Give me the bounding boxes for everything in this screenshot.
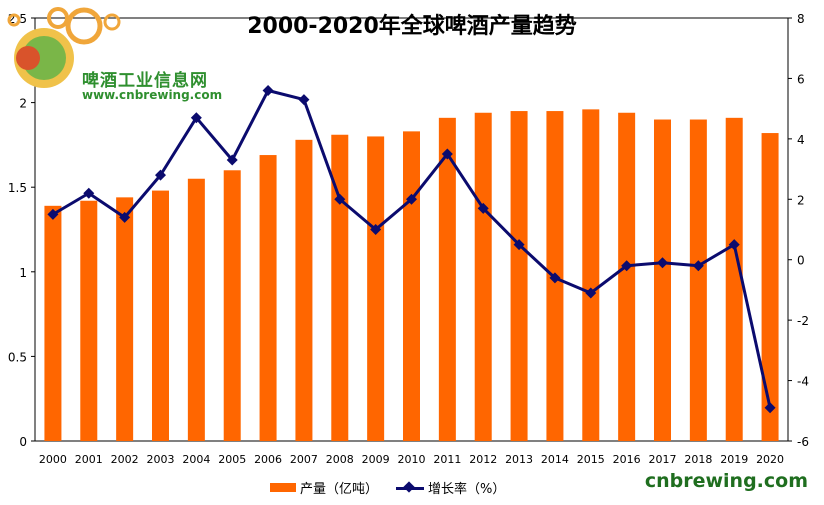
y-left-tick-label: 1.5 [8,181,27,195]
chart-title: 2000-2020年全球啤酒产量趋势 [247,14,577,39]
x-tick-label: 2009 [362,453,390,466]
growth-point-2013 [513,239,525,251]
growth-point-2017 [657,257,668,269]
bar-2019 [725,117,743,441]
bar-2006 [259,155,277,441]
bar-2009 [367,136,385,441]
logo-ring-small-icon [47,7,69,29]
growth-point-2000 [47,208,59,220]
logo-name: 啤酒工业信息网 [82,71,208,91]
x-tick-label: 2013 [505,453,533,466]
x-tick-label: 2011 [433,453,461,466]
x-tick-label: 2015 [577,453,605,466]
growth-point-2006 [262,85,274,97]
bar-2016 [618,112,636,441]
legend-bar-swatch [270,483,296,492]
x-tick-label: 2019 [720,453,748,466]
y-right-tick-label: 4 [797,133,805,147]
growth-point-2015 [585,287,597,299]
y-left-tick-label: 0 [19,435,27,449]
bar-2020 [761,133,779,441]
bar-2018 [689,119,707,442]
chart-legend: 产量（亿吨） 增长率（%） [270,478,505,497]
brand-logo: 啤酒工业信息网 www.cnbrewing.com [6,6,246,106]
x-tick-label: 2014 [541,453,569,466]
bar-2002 [116,197,134,441]
x-tick-label: 2006 [254,453,282,466]
x-tick-label: 2005 [218,453,246,466]
y-right-tick-label: -4 [797,375,809,389]
bar-2000 [44,205,62,441]
x-tick-label: 2004 [182,453,210,466]
growth-point-2001 [83,187,95,199]
legend-label-growth: 增长率（%） [428,482,506,497]
growth-point-2009 [370,224,382,235]
bar-2001 [80,200,98,441]
growth-point-2005 [226,154,238,166]
growth-point-2020 [764,402,776,414]
legend-line-swatch [396,482,425,494]
bar-2015 [582,109,600,442]
y-right-tick-label: -2 [797,314,809,328]
x-tick-label: 2008 [326,453,354,466]
logo-ring-icon [65,7,103,45]
logo-dot-icon [16,46,40,70]
bar-2010 [403,131,420,441]
growth-point-2008 [334,193,346,205]
growth-point-2002 [119,211,131,223]
y-right-tick-label: 8 [797,12,805,26]
bar-2005 [223,170,241,441]
growth-point-2014 [549,272,561,284]
x-tick-label: 2016 [613,453,641,466]
x-tick-label: 2017 [649,453,677,466]
growth-point-2012 [477,202,489,214]
growth-point-2003 [155,169,166,181]
logo-globe-icon [22,36,66,80]
logo-ring-tiny-icon [103,13,121,31]
growth-point-2016 [621,260,633,272]
x-tick-label: 2007 [290,453,318,466]
x-tick-label: 2010 [398,453,426,466]
x-tick-label: 2003 [147,453,175,466]
y-left-tick-label: 2 [19,97,27,111]
growth-point-2007 [298,94,310,106]
x-tick-label: 2000 [39,453,67,466]
bar-2012 [474,112,492,441]
legend-label-production: 产量（亿吨） [300,482,379,497]
bar-2004 [187,178,205,442]
watermark: cnbrewing.com [644,470,808,492]
y-right-tick-label: 2 [797,193,805,207]
x-tick-label: 2020 [756,453,784,466]
y-left-tick-label: 0.5 [8,350,27,364]
y-right-tick-label: -6 [797,435,809,449]
x-tick-label: 2002 [111,453,139,466]
y-right-tick-label: 0 [797,254,805,268]
growth-point-2019 [728,239,740,251]
bar-2003 [152,190,169,441]
y-left-tick-label: 1 [19,266,27,280]
growth-point-2011 [441,148,453,160]
x-tick-label: 2001 [75,453,103,466]
bar-2008 [331,134,349,442]
logo-url: www.cnbrewing.com [82,88,223,102]
bar-2007 [295,139,313,441]
x-tick-label: 2012 [469,453,497,466]
y-right-tick-label: 6 [797,72,805,86]
bar-2011 [438,117,456,441]
logo-ring-dot-icon [7,13,21,27]
growth-point-2010 [406,193,417,205]
bar-2017 [654,119,671,442]
growth-point-2018 [692,260,704,272]
growth-point-2004 [190,112,202,124]
bar-2013 [510,111,528,441]
x-tick-label: 2018 [684,453,712,466]
